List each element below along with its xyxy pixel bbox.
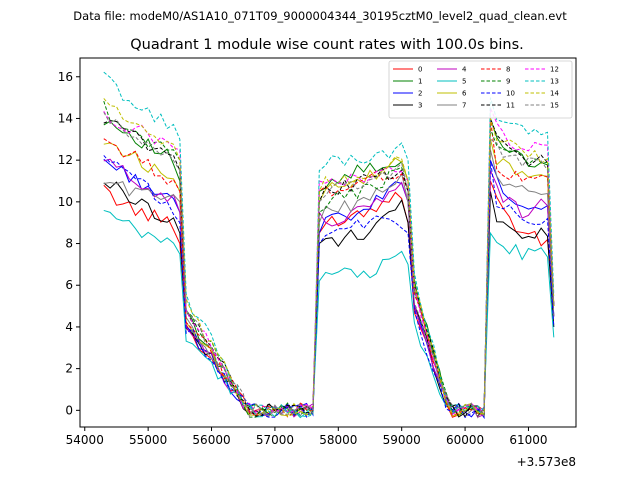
y-tick-label: 14 <box>58 111 73 125</box>
x-tick-label: 58000 <box>319 433 357 447</box>
x-axis-offset-label: +3.573e8 <box>517 455 576 469</box>
x-tick-label: 59000 <box>383 433 421 447</box>
series-line-6 <box>103 139 555 417</box>
y-tick-label: 10 <box>58 195 73 209</box>
legend-label-5: 5 <box>462 78 466 86</box>
series-line-7 <box>103 149 555 418</box>
y-tick-label: 12 <box>58 153 73 167</box>
y-tick-label: 8 <box>65 237 73 251</box>
series-line-15 <box>103 111 555 419</box>
series-line-14 <box>103 98 555 418</box>
y-tick-label: 6 <box>65 278 73 292</box>
series-layer <box>103 71 555 420</box>
legend-label-1: 1 <box>418 78 422 86</box>
y-tick-label: 0 <box>65 403 73 417</box>
legend-label-8: 8 <box>506 66 510 74</box>
legend-label-3: 3 <box>418 102 422 110</box>
legend-label-11: 11 <box>506 102 515 110</box>
series-line-4 <box>103 158 555 418</box>
x-tick-label: 61000 <box>509 433 547 447</box>
series-line-13 <box>103 71 555 418</box>
x-axis: 54000 55000 56000 57000 58000 59000 60000 61000 <box>66 427 548 447</box>
legend-label-13: 13 <box>550 78 559 86</box>
legend-label-7: 7 <box>462 102 466 110</box>
legend-label-9: 9 <box>506 78 510 86</box>
y-tick-label: 16 <box>58 70 73 84</box>
series-line-0 <box>103 180 555 418</box>
x-tick-label: 55000 <box>129 433 167 447</box>
legend-label-6: 6 <box>462 90 467 98</box>
legend-label-4: 4 <box>462 66 467 74</box>
figure-suptitle: Data file: modeM0/AS1A10_071T09_90000043… <box>73 9 567 23</box>
legend-label-2: 2 <box>418 90 422 98</box>
x-tick-label: 56000 <box>192 433 230 447</box>
series-line-10 <box>103 155 555 419</box>
x-tick-label: 54000 <box>66 433 104 447</box>
y-axis: 0 2 4 6 8 10 12 14 16 <box>58 70 80 417</box>
legend-label-14: 14 <box>550 90 559 98</box>
x-tick-label: 60000 <box>446 433 484 447</box>
axes-frame <box>79 57 577 428</box>
y-tick-label: 2 <box>65 362 73 376</box>
y-tick-label: 4 <box>65 320 73 334</box>
legend-label-10: 10 <box>506 90 515 98</box>
legend-frame <box>388 60 573 119</box>
x-tick-label: 57000 <box>256 433 294 447</box>
chart-title: Quadrant 1 module wise count rates with … <box>130 37 524 53</box>
legend-label-15: 15 <box>550 102 559 110</box>
legend-label-12: 12 <box>550 66 559 74</box>
legend-label-0: 0 <box>418 66 422 74</box>
